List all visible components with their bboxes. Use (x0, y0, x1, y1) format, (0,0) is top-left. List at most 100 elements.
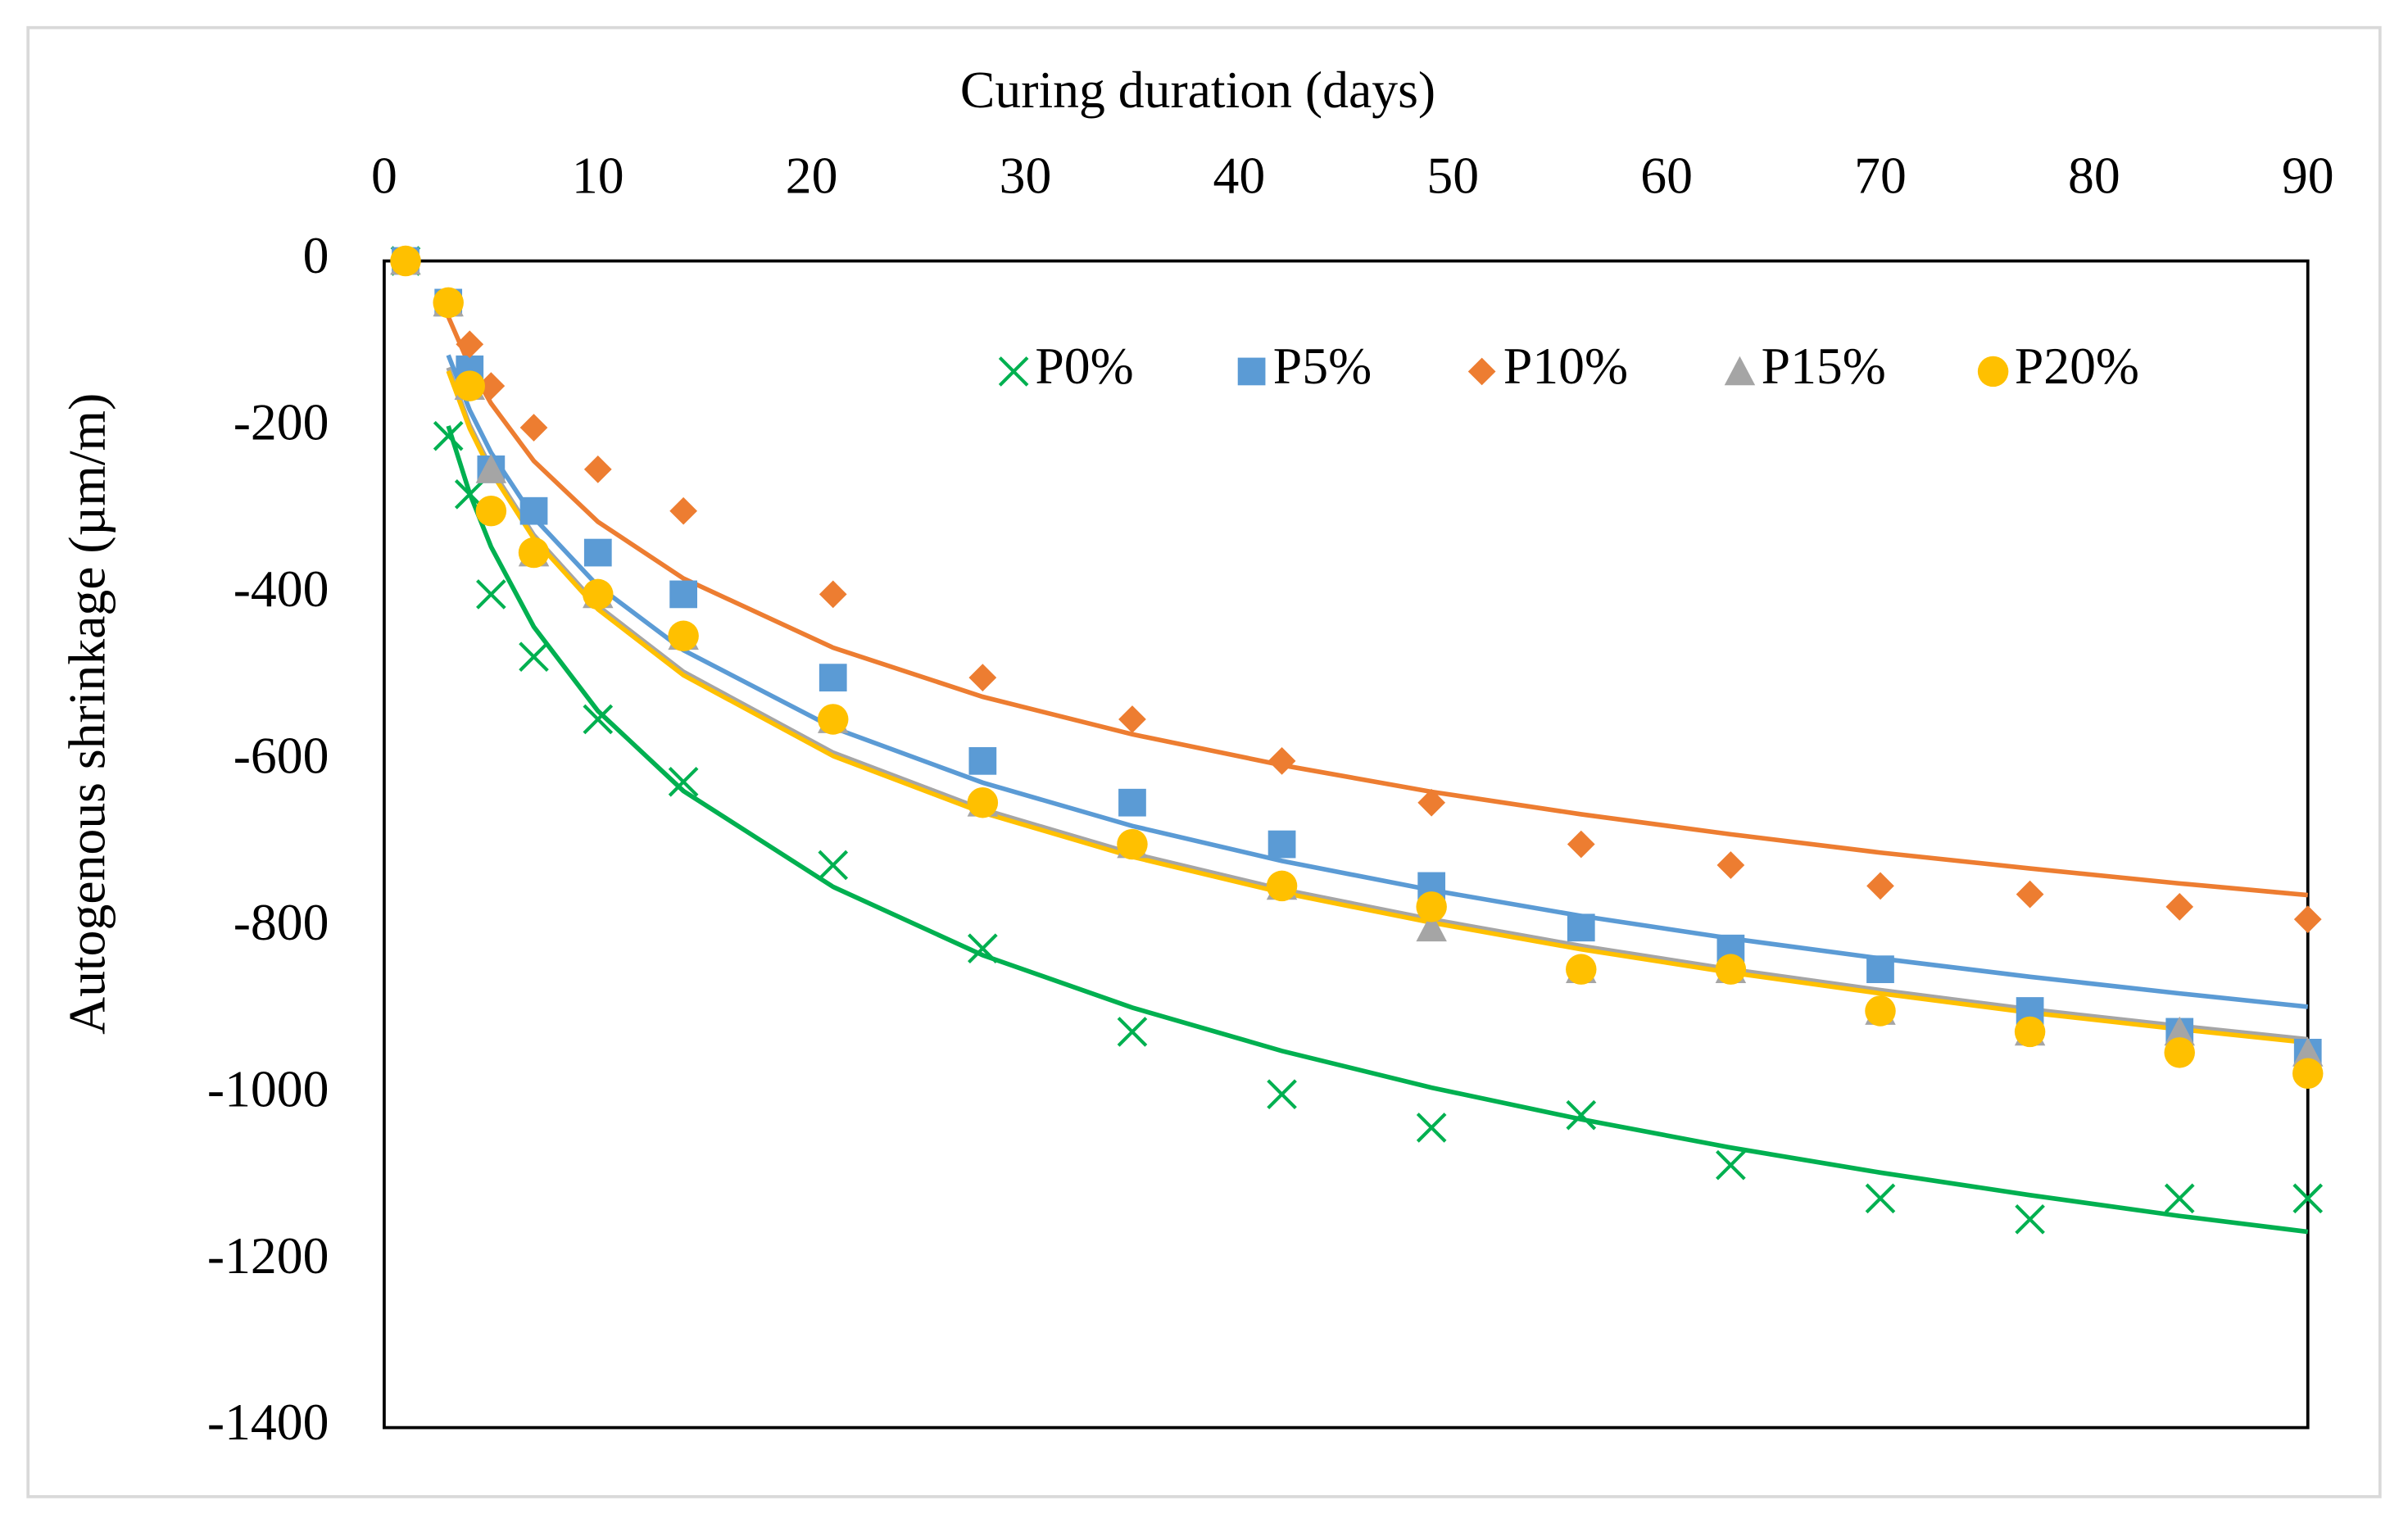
chart-border (26, 25, 2382, 1498)
data-point (968, 933, 998, 964)
data-point (1716, 1149, 1746, 1181)
data-point (818, 850, 849, 881)
x-tick-label: 10 (572, 147, 624, 205)
legend-label: P0% (1035, 337, 1133, 395)
data-point (433, 420, 464, 451)
x-tick-label: 70 (1854, 147, 1907, 205)
data-point (2015, 1203, 2045, 1235)
data-point (433, 287, 464, 319)
data-point (519, 641, 549, 673)
data-point (968, 664, 997, 691)
x-tick-label: 40 (1213, 147, 1266, 205)
legend-label: P5% (1273, 337, 1372, 395)
x-tick-label: 50 (1426, 147, 1479, 205)
data-point (1865, 1183, 1896, 1214)
data-point (1117, 828, 1148, 860)
data-point (390, 245, 421, 277)
plot-area (383, 259, 2310, 1430)
data-point (454, 370, 486, 401)
y-tick-label: 0 (303, 226, 329, 284)
data-point (2292, 1037, 2324, 1067)
data-point (583, 538, 612, 567)
data-point (1866, 872, 1894, 900)
trend-line (446, 315, 2308, 898)
y-tick-label: -600 (234, 726, 329, 784)
data-point (2164, 1037, 2195, 1068)
data-point (456, 330, 484, 359)
data-point (2014, 1016, 2046, 1048)
data-point (2164, 1183, 2195, 1214)
trend-line (446, 425, 2309, 1235)
data-point (583, 578, 614, 610)
x-tick-label: 60 (1640, 147, 1693, 205)
data-point (1567, 830, 1595, 859)
data-point (1417, 788, 1446, 817)
data-point (1118, 788, 1146, 817)
data-point (1416, 891, 1447, 922)
y-tick-label: -1200 (207, 1226, 329, 1285)
data-point (1117, 1017, 1148, 1047)
data-point (2165, 892, 2194, 921)
x-tick-label: 80 (2068, 147, 2120, 205)
legend-label: P20% (2015, 337, 2139, 395)
data-point (583, 704, 614, 735)
legend-item: P5% (1237, 337, 1372, 395)
data-point (475, 454, 507, 483)
data-point (668, 620, 699, 652)
data-point (669, 580, 697, 609)
data-point (518, 537, 550, 569)
data-point (1267, 830, 1296, 859)
data-point (519, 414, 548, 442)
legend-item: P0% (998, 337, 1134, 395)
data-point (1865, 995, 1896, 1027)
y-tick-label: -1000 (207, 1059, 329, 1117)
data-point (1715, 954, 1747, 985)
legend-label: P15% (1762, 337, 1886, 395)
legend-item: P15% (1724, 337, 1886, 395)
data-point (1266, 870, 1298, 902)
data-point (2016, 880, 2044, 909)
y-tick-label: -800 (234, 893, 329, 951)
x-axis-title: Curing duration (days) (960, 61, 1435, 119)
data-point (669, 496, 697, 525)
y-tick-label: -400 (234, 560, 329, 618)
x-tick-label: 30 (1000, 147, 1052, 205)
data-point (967, 786, 999, 818)
legend-marker (1237, 357, 1266, 386)
data-point (519, 496, 548, 525)
y-tick-label: -1400 (207, 1393, 329, 1451)
data-point (1267, 746, 1296, 775)
legend-marker (1977, 356, 2009, 388)
data-point (1566, 954, 1597, 985)
data-point (1267, 1079, 1297, 1110)
x-tick-label: 20 (786, 147, 838, 205)
data-point (1566, 1099, 1597, 1131)
legend-marker (1724, 356, 1756, 386)
data-point (818, 704, 849, 735)
legend-marker (998, 356, 1029, 387)
legend-item: P10% (1467, 337, 1628, 395)
data-point (1866, 955, 1894, 984)
y-axis-title: Autogenous shrinkage (µm/m) (58, 393, 116, 1035)
data-point (968, 746, 997, 775)
y-tick-label: -200 (234, 393, 329, 451)
legend-label: P10% (1503, 337, 1628, 395)
x-tick-label: 0 (371, 147, 397, 205)
data-point (2292, 1058, 2324, 1090)
data-point (1416, 912, 1447, 942)
data-point (1716, 851, 1745, 879)
data-point (2293, 905, 2322, 933)
data-point (2164, 1016, 2195, 1046)
trend-line (446, 354, 2309, 1009)
data-point (476, 579, 506, 610)
data-point (475, 495, 507, 527)
data-point (668, 766, 699, 797)
x-tick-label: 90 (2282, 147, 2334, 205)
legend-item: P20% (1977, 337, 2139, 395)
data-point (819, 664, 847, 691)
data-point (477, 372, 506, 400)
data-point (1118, 705, 1146, 733)
data-point (2292, 1183, 2324, 1214)
data-point (1567, 913, 1595, 942)
